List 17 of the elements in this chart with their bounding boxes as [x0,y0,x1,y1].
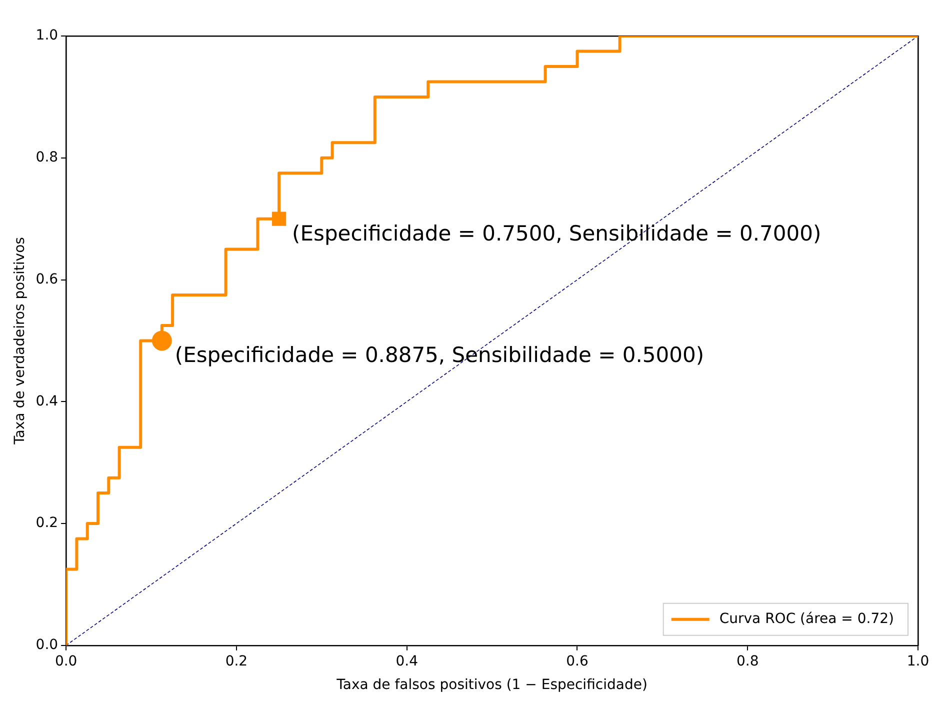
y-tick-label: 0.0 [36,637,58,654]
annotation: (Especificidade = 0.7500, Sensibilidade = 0.7000) [292,221,822,246]
annotation: (Especificidade = 0.8875, Sensibilidade = 0.5000) [174,343,704,368]
x-tick-label: 0.2 [225,653,248,670]
x-axis-title: Taxa de falsos positivos (1 − Especificidade) [336,677,648,694]
y-axis-title: Taxa de verdadeiros positivos [12,237,28,446]
x-tick-label: 0.4 [396,653,418,670]
x-tick-label: 0.8 [736,653,759,670]
x-tick-label: 0.6 [566,653,588,670]
y-tick-label: 0.4 [36,393,58,410]
x-tick-label: 0.0 [54,653,78,670]
legend-label: Curva ROC (área = 0.72) [719,611,894,628]
x-tick-label: 1.0 [906,653,930,670]
y-tick-label: 0.6 [36,271,58,288]
y-tick-label: 0.8 [36,150,58,166]
y-tick-label: 0.2 [36,515,58,532]
y-tick-label: 1.0 [36,28,58,44]
